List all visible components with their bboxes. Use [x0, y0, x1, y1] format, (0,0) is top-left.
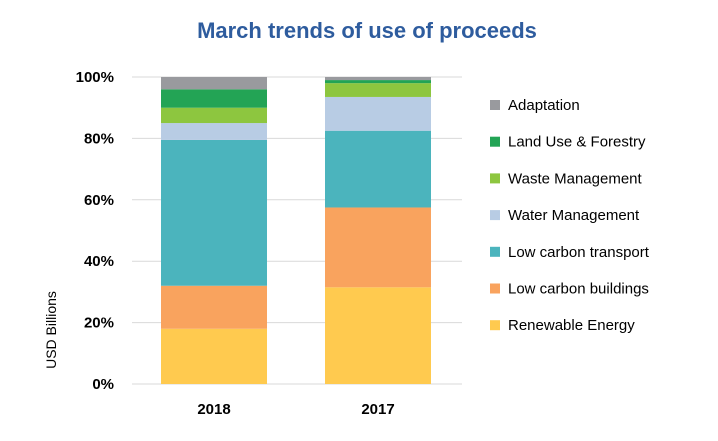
x-category-label: 2018: [197, 401, 230, 418]
legend-swatch: [490, 320, 500, 331]
legend-item: Low carbon transport: [490, 244, 650, 261]
bar-segment-waste-management-2018: [161, 107, 267, 124]
legend-label: Low carbon buildings: [508, 281, 649, 298]
legend-swatch: [490, 100, 500, 110]
legend-item: Adaptation: [490, 97, 580, 114]
bar-segment-land-use-forestry-2018: [161, 89, 267, 108]
bar-segment-low-carbon-buildings-2017: [325, 207, 431, 288]
bar-segment-waste-management-2017: [325, 83, 431, 97]
y-axis-label: USD Billions: [43, 291, 59, 369]
legend-item: Renewable Energy: [490, 317, 635, 334]
y-tick-label: 80%: [84, 130, 114, 147]
bar-segment-adaptation-2017: [325, 77, 431, 81]
legend-item: Waste Management: [490, 170, 643, 187]
y-tick-label: 40%: [84, 253, 114, 270]
bar-segment-low-carbon-transport-2018: [161, 139, 267, 286]
bar-segment-renewable-energy-2018: [161, 328, 267, 384]
bar-segment-water-management-2017: [325, 96, 431, 131]
legend-item: Land Use & Forestry: [490, 134, 646, 151]
legend-label: Adaptation: [508, 97, 580, 114]
legend-label: Land Use & Forestry: [508, 134, 646, 151]
bar-segment-low-carbon-transport-2017: [325, 130, 431, 208]
bar-segment-adaptation-2018: [161, 77, 267, 90]
legend-label: Renewable Energy: [508, 317, 635, 334]
bar-segment-land-use-forestry-2017: [325, 80, 431, 84]
legend-swatch: [490, 246, 500, 257]
bar-segment-water-management-2018: [161, 123, 267, 140]
y-tick-label: 60%: [84, 192, 114, 209]
bar-segment-renewable-energy-2017: [325, 287, 431, 384]
y-axis-ticks: 0% 20% 40% 60% 80% 100%: [76, 69, 114, 393]
x-category-label: 2017: [361, 401, 394, 418]
bar-segment-low-carbon-buildings-2018: [161, 285, 267, 329]
legend-swatch: [490, 210, 500, 221]
legend-swatch: [490, 173, 500, 184]
legend-swatch: [490, 283, 500, 294]
y-tick-label: 20%: [84, 315, 114, 332]
legend: Adaptation Land Use & Forestry Waste Manag…: [490, 97, 650, 334]
legend-label: Waste Management: [508, 170, 643, 187]
legend-item: Low carbon buildings: [490, 281, 649, 298]
y-tick-label: 100%: [76, 69, 114, 86]
y-tick-label: 0%: [92, 376, 114, 393]
chart-title: March trends of use of proceeds: [197, 18, 537, 43]
legend-item: Water Management: [490, 207, 640, 224]
x-axis-categories: 2018 2017: [197, 401, 394, 418]
legend-label: Low carbon transport: [508, 244, 650, 261]
legend-swatch: [490, 136, 500, 147]
legend-label: Water Management: [508, 207, 640, 224]
bars: [161, 77, 431, 384]
